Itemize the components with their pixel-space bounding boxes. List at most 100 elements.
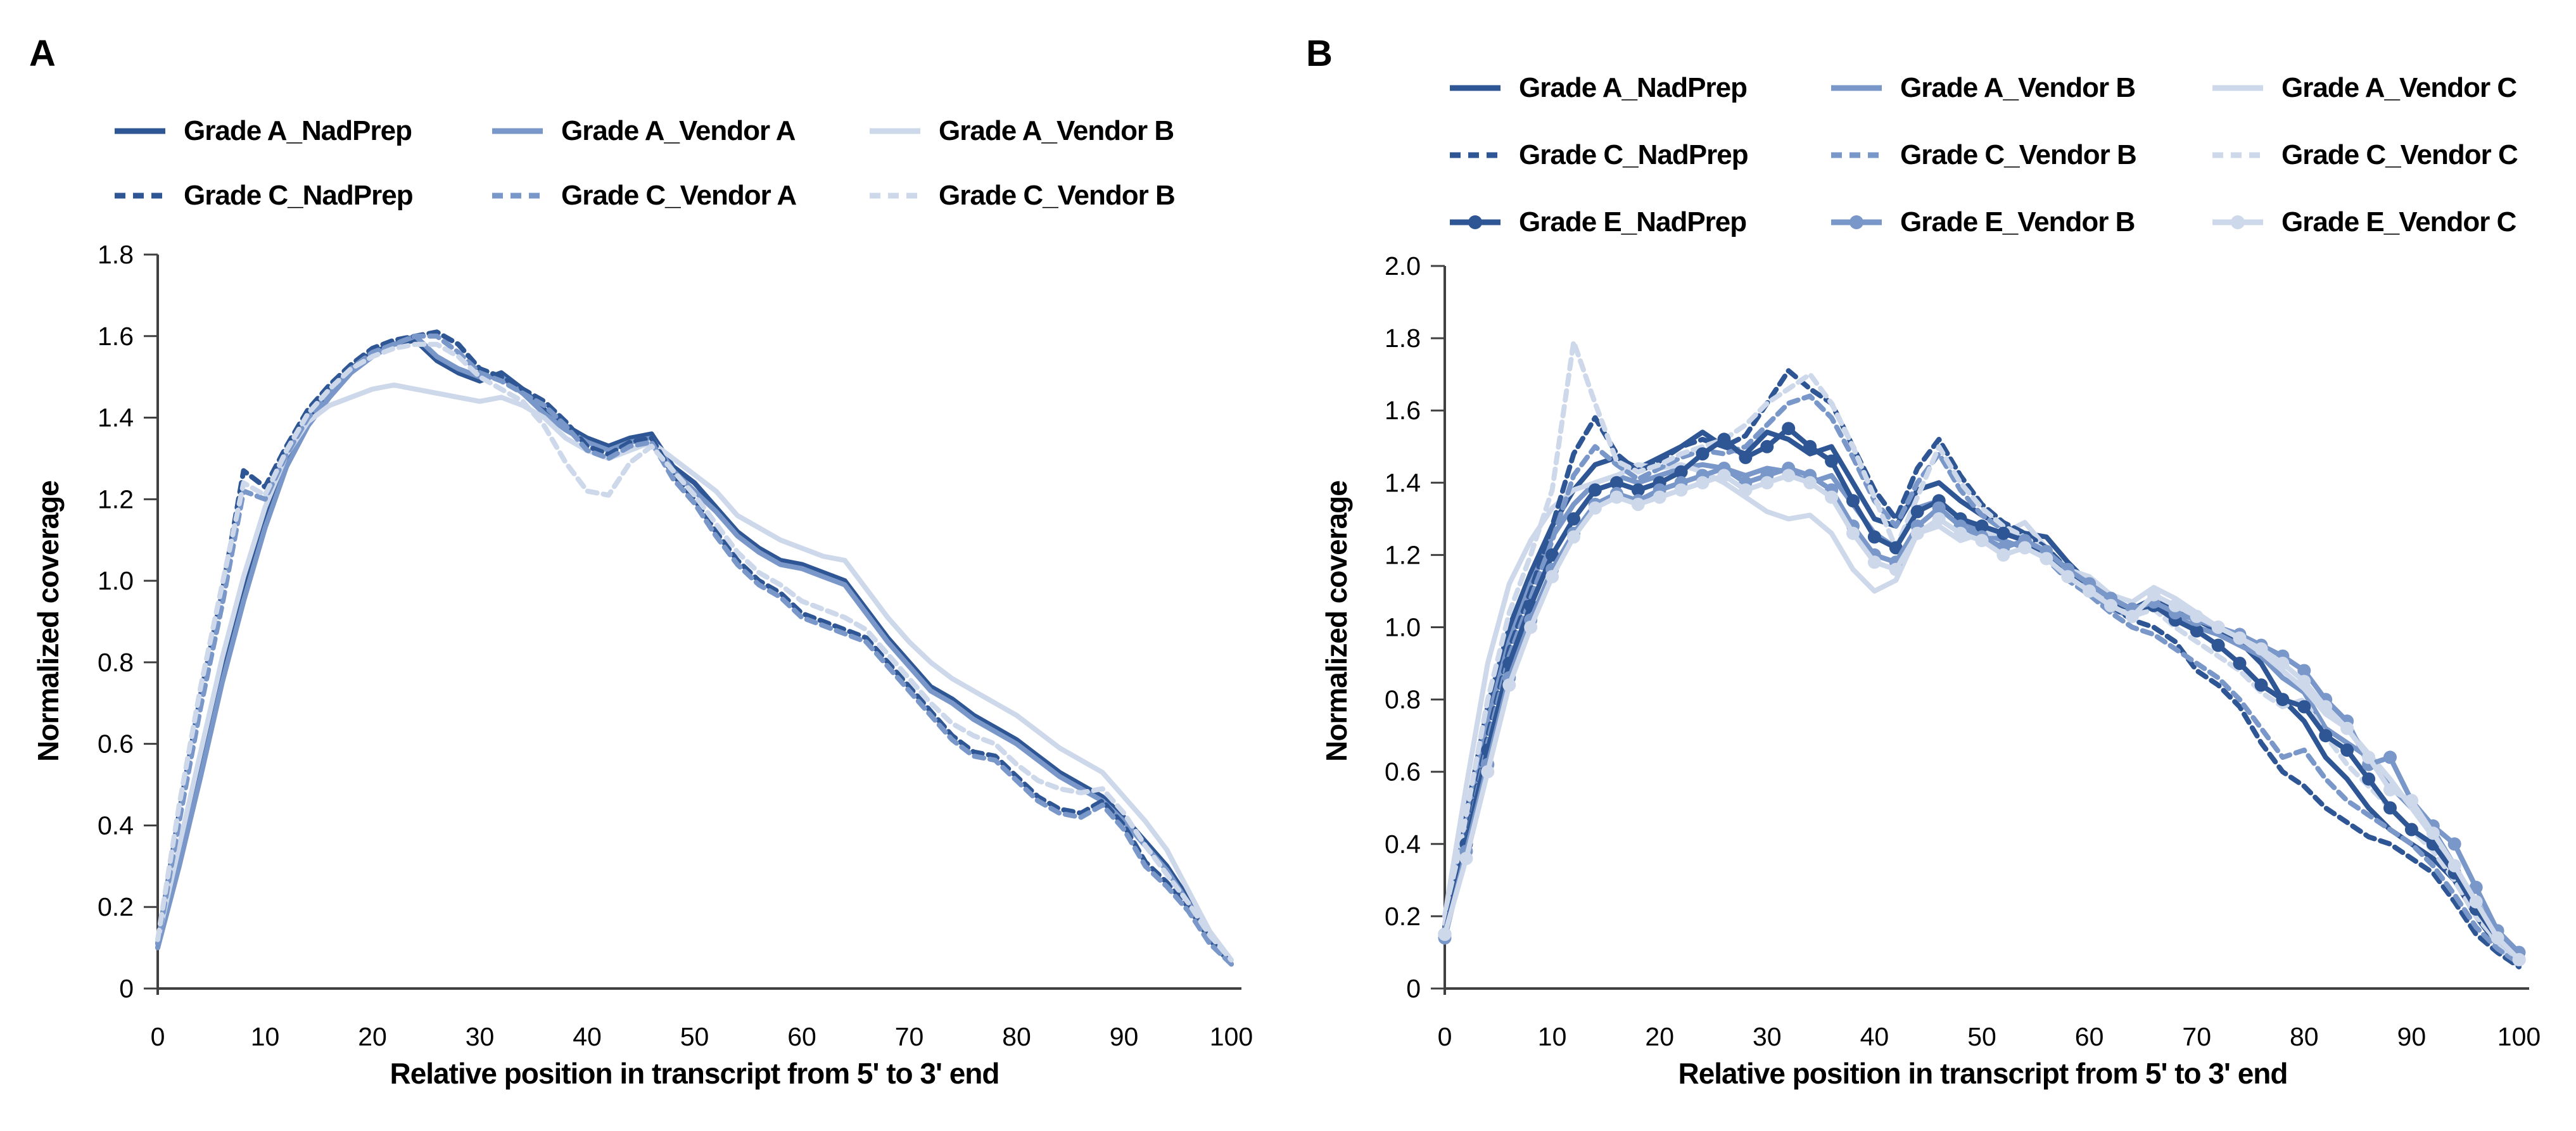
legend-label: Grade A_Vendor B — [1900, 72, 2136, 103]
svg-text:60: 60 — [787, 1022, 816, 1051]
svg-text:70: 70 — [895, 1022, 924, 1051]
svg-text:0: 0 — [1406, 974, 1421, 1003]
y-axis-ticks: 0 0.2 0.4 0.6 0.8 1.0 1.2 1.4 1.6 1.8 2.0 — [1385, 251, 1445, 1003]
legend-line-swatch-icon — [1450, 85, 1501, 91]
legend-item-grade-e-vendor-b: Grade E_Vendor B — [1829, 203, 2211, 242]
svg-text:70: 70 — [2182, 1022, 2211, 1051]
legend-item-grade-a-vendor-b: Grade A_Vendor B — [1829, 68, 2211, 108]
panel-a-y-axis-title: Normalized coverage — [32, 481, 65, 762]
legend-line-swatch-icon — [1450, 152, 1501, 158]
svg-text:10: 10 — [1538, 1022, 1567, 1051]
legend-label: Grade C_Vendor C — [2281, 139, 2518, 170]
legend-line-swatch-icon — [1831, 152, 1882, 158]
legend-line-swatch-icon — [115, 128, 165, 134]
svg-text:0.4: 0.4 — [98, 811, 134, 840]
legend-item-grade-a-vendor-c: Grade A_Vendor C — [2211, 68, 2518, 108]
svg-text:1.2: 1.2 — [1385, 540, 1421, 569]
series-grade-c-vendor-b — [1442, 393, 2522, 966]
legend-line-swatch-icon — [870, 128, 920, 134]
legend-line-swatch-icon — [1450, 215, 1501, 229]
svg-text:1.6: 1.6 — [1385, 396, 1421, 425]
legend-label: Grade A_Vendor C — [2281, 72, 2517, 103]
svg-text:90: 90 — [1110, 1022, 1139, 1051]
svg-text:20: 20 — [358, 1022, 387, 1051]
svg-text:0.8: 0.8 — [98, 648, 134, 677]
legend-label: Grade A_Vendor A — [561, 115, 796, 146]
panel-a-x-axis-title: Relative position in transcript from 5' … — [390, 1057, 999, 1090]
legend-label: Grade E_NadPrep — [1519, 206, 1747, 237]
svg-text:1.4: 1.4 — [98, 403, 134, 433]
legend-line-swatch-icon — [2212, 85, 2263, 91]
svg-text:0: 0 — [151, 1022, 165, 1051]
svg-text:60: 60 — [2075, 1022, 2104, 1051]
svg-text:10: 10 — [251, 1022, 280, 1051]
legend-line-swatch-icon — [1831, 215, 1882, 229]
legend-item-grade-e-nadprep: Grade E_NadPrep — [1448, 203, 1829, 242]
svg-text:0.4: 0.4 — [1385, 830, 1421, 859]
legend-line-swatch-icon — [492, 193, 543, 199]
svg-text:1.0: 1.0 — [98, 566, 134, 595]
svg-text:1.2: 1.2 — [98, 484, 134, 514]
legend-label: Grade C_Vendor B — [939, 180, 1176, 211]
svg-text:2.0: 2.0 — [1385, 251, 1421, 281]
svg-text:0: 0 — [1438, 1022, 1452, 1051]
svg-text:0.2: 0.2 — [98, 892, 134, 921]
svg-text:1.4: 1.4 — [1385, 468, 1421, 497]
svg-text:1.8: 1.8 — [1385, 324, 1421, 353]
series-grade-a-nadprep — [155, 338, 1234, 967]
axes: 0 0.2 0.4 0.6 0.8 1.0 1.2 1.4 1.6 1.8 0 10 20 30 40 50 6… — [98, 240, 1253, 1051]
svg-text:40: 40 — [573, 1022, 602, 1051]
svg-text:0.8: 0.8 — [1385, 685, 1421, 714]
panel-a-letter: A — [29, 33, 56, 74]
panel-a: A Grade A_NadPrep Grade A_Vendor A Grade A… — [29, 33, 1253, 1090]
y-axis-ticks: 0 0.2 0.4 0.6 0.8 1.0 1.2 1.4 1.6 1.8 — [98, 240, 158, 1003]
legend-item-grade-c-nadprep: Grade C_NadPrep — [1448, 136, 1829, 175]
x-axis-ticks: 0 10 20 30 40 50 60 70 80 90 100 — [1438, 1022, 2541, 1051]
svg-text:0.6: 0.6 — [98, 730, 134, 759]
legend-item-grade-c-vendor-b: Grade C_Vendor B — [1829, 136, 2211, 175]
panel-a-chart: 0 0.2 0.4 0.6 0.8 1.0 1.2 1.4 1.6 1.8 0 10 20 30 40 50 6… — [98, 240, 1253, 1051]
legend-item-grade-a-vendor-b: Grade A_Vendor B — [868, 111, 1175, 151]
legend-label: Grade A_NadPrep — [184, 115, 412, 146]
panel-b-legend: Grade A_NadPrep Grade A_Vendor B Grade A_V… — [1448, 68, 2518, 242]
legend-label: Grade C_NadPrep — [184, 180, 414, 211]
svg-text:90: 90 — [2397, 1022, 2427, 1051]
svg-text:20: 20 — [1645, 1022, 1674, 1051]
panel-b-chart: 0 0.2 0.4 0.6 0.8 1.0 1.2 1.4 1.6 1.8 2.0 0 10 20 30 40… — [1385, 251, 2541, 1051]
panel-a-legend: Grade A_NadPrep Grade A_Vendor A Grade A_V… — [113, 111, 1176, 215]
svg-text:100: 100 — [2497, 1022, 2541, 1051]
svg-text:0: 0 — [119, 974, 134, 1003]
svg-text:1.0: 1.0 — [1385, 613, 1421, 642]
legend-item-grade-a-nadprep: Grade A_NadPrep — [1448, 68, 1829, 108]
svg-text:80: 80 — [2290, 1022, 2319, 1051]
svg-text:80: 80 — [1002, 1022, 1031, 1051]
svg-text:0.6: 0.6 — [1385, 757, 1421, 787]
svg-text:100: 100 — [1210, 1022, 1253, 1051]
svg-text:30: 30 — [1753, 1022, 1782, 1051]
legend-item-grade-c-vendor-a: Grade C_Vendor A — [490, 176, 868, 215]
legend-line-swatch-icon — [115, 193, 165, 199]
legend-item-grade-c-vendor-c: Grade C_Vendor C — [2211, 136, 2518, 175]
legend-item-grade-a-vendor-a: Grade A_Vendor A — [490, 111, 868, 151]
legend-line-swatch-icon — [1831, 85, 1882, 91]
legend-label: Grade C_Vendor B — [1900, 139, 2137, 170]
svg-text:1.6: 1.6 — [98, 322, 134, 351]
x-axis-ticks: 0 10 20 30 40 50 60 70 80 90 100 — [151, 1022, 1253, 1051]
series-grade-c-vendor-b — [155, 341, 1234, 963]
legend-item-grade-e-vendor-c: Grade E_Vendor C — [2211, 203, 2518, 242]
svg-text:50: 50 — [1967, 1022, 1996, 1051]
legend-item-grade-a-nadprep: Grade A_NadPrep — [113, 111, 490, 151]
panel-b-y-axis-title: Normalized coverage — [1320, 481, 1353, 762]
legend-line-swatch-icon — [870, 193, 920, 199]
series-grade-a-vendor-b — [155, 382, 1234, 963]
panel-b: B Grade A_NadPrep Grade A_Vendor B Grade A… — [1288, 0, 2576, 1131]
svg-text:50: 50 — [680, 1022, 709, 1051]
panel-b-letter: B — [1306, 33, 1333, 74]
legend-label: Grade A_NadPrep — [1519, 72, 1748, 103]
series-grade-c-nadprep — [155, 329, 1234, 967]
series-grade-c-nadprep — [1442, 368, 2522, 970]
svg-text:40: 40 — [1860, 1022, 1889, 1051]
series-grade-c-vendor-c — [1442, 339, 2522, 963]
legend-label: Grade C_Vendor A — [561, 180, 797, 211]
